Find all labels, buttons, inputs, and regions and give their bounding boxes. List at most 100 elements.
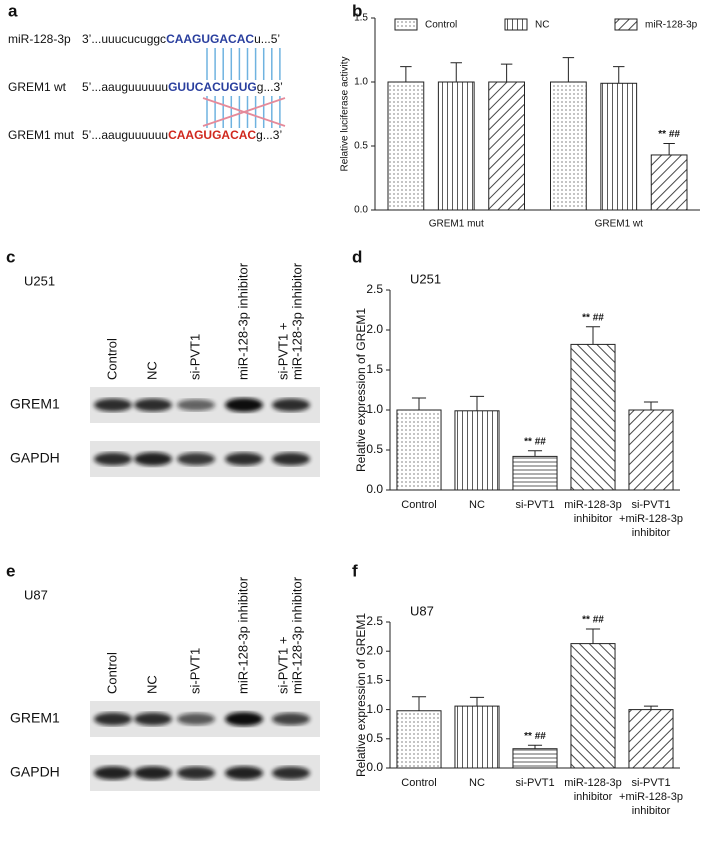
- sequence-left: 5’...aauguuuuuu: [82, 80, 168, 94]
- legend-swatch: [394, 18, 418, 31]
- sequence-right: g...3’: [257, 80, 283, 94]
- blot-row-label: GREM1: [10, 710, 60, 726]
- error-bar: [527, 450, 543, 457]
- lane-label: miR-128-3p inhibitor: [289, 576, 304, 694]
- bar: [570, 643, 616, 769]
- lane-label: miR-128-3p inhibitor: [289, 262, 304, 380]
- bar: [437, 81, 475, 211]
- significance: ** ##: [582, 615, 604, 626]
- blot-row-label: GAPDH: [10, 450, 60, 466]
- y-tick-label: 0.5: [354, 141, 368, 152]
- band: [134, 766, 172, 780]
- chart-title: U251: [410, 271, 441, 286]
- bar: [628, 409, 674, 491]
- band: [225, 766, 263, 780]
- bar: [454, 410, 500, 491]
- y-tick-label: 2.0: [366, 322, 383, 336]
- legend-label: Control: [425, 20, 457, 31]
- lane-label: si-PVT1 +: [275, 637, 290, 694]
- sequence-name: miR-128-3p: [8, 32, 71, 46]
- band: [272, 452, 310, 466]
- lane-label: NC: [144, 361, 159, 380]
- band: [272, 712, 310, 726]
- lane-label: miR-128-3p inhibitor: [235, 576, 250, 694]
- x-tick-label: si-PVT1: [515, 777, 555, 789]
- sequence: 5’...aauguuuuuuGUUCACUGUGg...3’: [82, 80, 283, 94]
- y-axis-label: Relative expression of GREM1: [354, 308, 368, 472]
- error-bar: [643, 401, 659, 410]
- sequence-left: 5’...aauguuuuuu: [82, 128, 168, 142]
- lane-label: miR-128-3p inhibitor: [235, 262, 250, 380]
- x-tick-label: Control: [401, 499, 437, 511]
- error-bar: [500, 63, 513, 82]
- y-tick-label: 2.0: [366, 643, 383, 657]
- y-tick-label: 0.0: [366, 482, 383, 496]
- lane-label: si-PVT1: [187, 334, 202, 380]
- sequence-name: GREM1 wt: [8, 80, 67, 94]
- lane-label: si-PVT1: [187, 648, 202, 694]
- error-bar: [663, 142, 675, 155]
- band: [225, 398, 263, 412]
- panel-label: b: [352, 1, 362, 20]
- bar: [512, 748, 558, 769]
- x-tick-label: si-PVT1 +miR-128-3p inhibitor: [619, 777, 683, 817]
- chart-title: U87: [410, 603, 434, 618]
- sequence-left: 3’...uuucucuggc: [82, 32, 166, 46]
- sequence-core: CAAGUGACAC: [168, 128, 256, 142]
- x-tick-label: NC: [469, 499, 485, 511]
- panel-label: f: [352, 561, 358, 580]
- band: [94, 452, 132, 466]
- lane-label: Control: [104, 652, 119, 694]
- x-tick-label: si-PVT1: [515, 499, 555, 511]
- y-tick-label: 0.5: [366, 731, 383, 745]
- error-bar: [400, 66, 412, 82]
- y-tick-label: 0.0: [366, 760, 383, 774]
- significance: ** ##: [582, 312, 604, 323]
- y-tick-label: 0.0: [354, 205, 368, 216]
- bar: [628, 709, 674, 769]
- sequence-core: CAAGUGACAC: [166, 32, 254, 46]
- significance: ** ##: [524, 436, 546, 447]
- sequence-core: GUUCACUGUG: [168, 80, 257, 94]
- cell-line: U251: [24, 273, 55, 288]
- y-tick-label: 1.0: [366, 702, 383, 716]
- band: [94, 398, 132, 412]
- error-bar: [469, 696, 485, 707]
- x-tick-label: GREM1 mut: [429, 219, 484, 230]
- cell-line: U87: [24, 587, 48, 602]
- lane-label: si-PVT1 +: [275, 323, 290, 380]
- sequence-right: g...3’: [256, 128, 282, 142]
- x-tick-label: miR-128-3p inhibitor: [564, 777, 622, 803]
- lane-label: Control: [104, 338, 119, 380]
- x-tick-label: Control: [401, 777, 437, 789]
- x-tick-label: GREM1 wt: [595, 219, 644, 230]
- error-bar: [613, 66, 625, 84]
- y-tick-label: 2.5: [366, 614, 383, 628]
- band: [272, 766, 310, 780]
- y-tick-label: 2.5: [366, 282, 383, 296]
- error-bar: [562, 57, 575, 82]
- error-bar: [643, 705, 659, 710]
- y-axis-label: Relative expression of GREM1: [354, 613, 368, 777]
- error-bar: [411, 397, 427, 410]
- legend-label: NC: [535, 20, 549, 31]
- bar: [396, 710, 442, 769]
- bar: [512, 455, 558, 491]
- y-tick-label: 1.0: [354, 77, 368, 88]
- bar: [650, 154, 688, 211]
- bar: [387, 81, 425, 211]
- panel-label: d: [352, 247, 362, 266]
- error-bar: [450, 62, 462, 82]
- band: [177, 766, 215, 780]
- legend-label: miR-128-3p: [645, 20, 698, 31]
- error-bar: [585, 628, 601, 644]
- sequence-name: GREM1 mut: [8, 128, 75, 142]
- y-tick-label: 0.5: [366, 442, 383, 456]
- band: [177, 713, 215, 725]
- y-tick-label: 1.5: [366, 362, 383, 376]
- x-tick-label: NC: [469, 777, 485, 789]
- x-tick-label: miR-128-3p inhibitor: [564, 499, 622, 525]
- band: [272, 398, 310, 412]
